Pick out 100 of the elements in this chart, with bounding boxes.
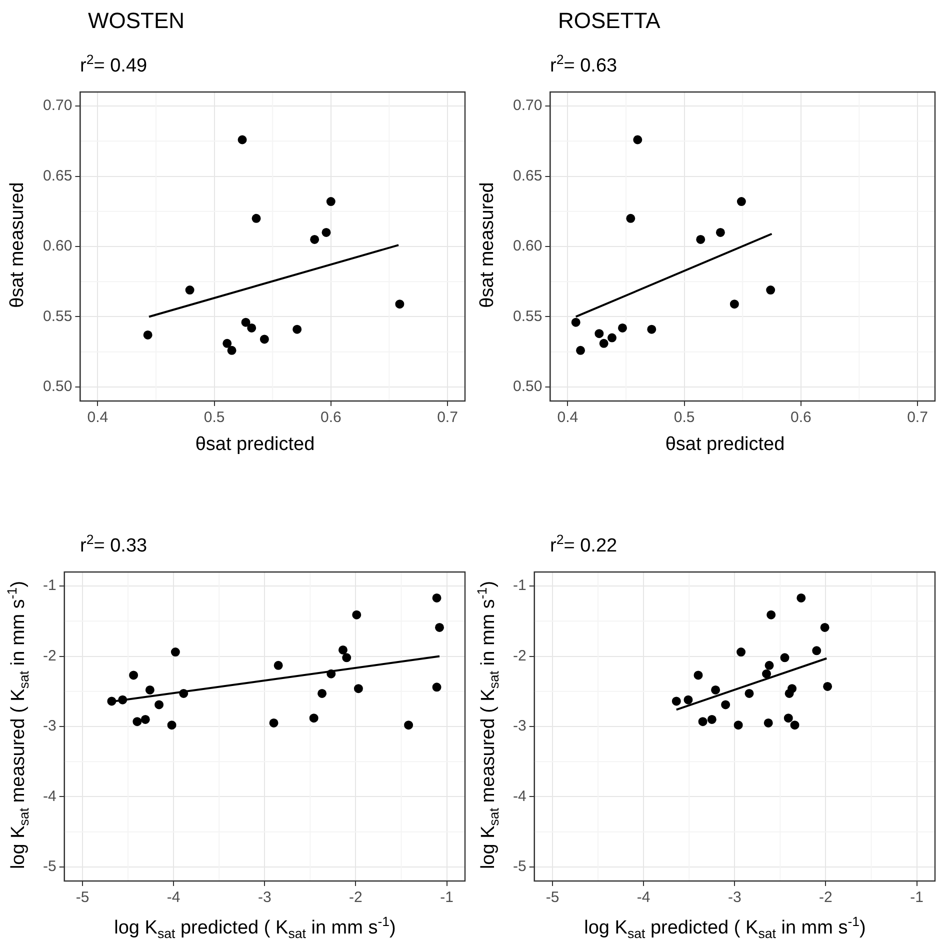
- chart-title: WOSTEN: [88, 8, 185, 34]
- point: [571, 318, 580, 327]
- y-tick-label: 0.50: [512, 378, 542, 396]
- point: [736, 197, 746, 206]
- x-tick-label: 0.7: [907, 409, 928, 426]
- point: [696, 234, 706, 244]
- point: [766, 610, 776, 620]
- x-tick-label: -4: [166, 889, 180, 906]
- x-tick-label: -1: [910, 889, 924, 906]
- point: [132, 717, 142, 726]
- x-tick-label: 0.5: [204, 409, 225, 426]
- chart-subtitle: r$^{2}$= 0.63: [550, 52, 618, 78]
- point: [734, 720, 743, 730]
- point: [435, 622, 444, 632]
- point: [395, 300, 404, 309]
- y-tick-label: 0.65: [512, 167, 542, 184]
- point: [736, 648, 746, 657]
- chart-subtitle: r$^{2}$= 0.22: [550, 532, 618, 558]
- point: [576, 346, 586, 355]
- point: [140, 714, 150, 724]
- point: [721, 700, 730, 710]
- y-tick-label: 0.55: [42, 308, 72, 325]
- point: [784, 688, 794, 698]
- point: [143, 330, 152, 340]
- point: [730, 300, 739, 309]
- point: [790, 720, 800, 730]
- x-tick-label: 0.4: [557, 409, 578, 426]
- point: [241, 318, 250, 327]
- x-tick-label: -4: [636, 889, 650, 906]
- point: [170, 648, 180, 657]
- x-tick-label: -2: [819, 889, 832, 906]
- x-tick-label: -2: [349, 889, 362, 906]
- y-axis-title: θsat measured: [7, 182, 29, 308]
- point: [780, 653, 790, 662]
- point: [309, 714, 318, 723]
- point: [274, 660, 283, 670]
- x-axis-title: log K$_{sat}$ predicted ( K$_{sat}$ in mm s$^{-1}$): [113, 914, 397, 942]
- x-tick-label: -5: [546, 889, 560, 906]
- point: [707, 714, 716, 724]
- point: [594, 329, 604, 338]
- x-tick-label: 0.4: [87, 409, 108, 426]
- y-tick-label: 0.70: [512, 97, 542, 114]
- point: [252, 214, 261, 223]
- y-tick-label: -4: [512, 788, 526, 805]
- y-tick-label: -4: [42, 788, 56, 805]
- chart-title: ROSETTA: [558, 8, 660, 34]
- point: [354, 684, 363, 694]
- point: [154, 700, 164, 710]
- x-axis-title: θsat predicted: [194, 434, 316, 456]
- x-tick-label: -3: [258, 889, 272, 906]
- point: [716, 228, 725, 237]
- point: [672, 696, 681, 706]
- point: [812, 646, 822, 656]
- point: [618, 323, 627, 332]
- y-tick-label: -2: [42, 647, 56, 664]
- point: [326, 197, 336, 206]
- x-tick-label: 0.7: [437, 409, 458, 426]
- point: [764, 718, 773, 728]
- point: [227, 346, 236, 355]
- point: [352, 610, 362, 620]
- x-tick-label: -3: [728, 889, 742, 906]
- y-tick-label: 0.60: [512, 238, 542, 255]
- y-tick-label: -2: [512, 647, 526, 664]
- y-tick-label: -3: [42, 718, 56, 735]
- point: [820, 622, 830, 632]
- point: [342, 653, 352, 662]
- point: [607, 333, 616, 342]
- y-tick-label: 0.50: [42, 378, 72, 396]
- x-axis-title: θsat predicted: [664, 434, 786, 456]
- point: [432, 593, 442, 602]
- point: [167, 720, 176, 730]
- point: [744, 688, 754, 698]
- point: [338, 645, 348, 654]
- point: [647, 324, 656, 334]
- point: [260, 334, 269, 344]
- point: [310, 234, 320, 244]
- y-tick-label: -5: [512, 858, 526, 876]
- point: [694, 670, 703, 680]
- y-tick-label: 0.70: [42, 97, 72, 114]
- point: [796, 593, 806, 602]
- point: [766, 286, 776, 295]
- point: [784, 714, 793, 723]
- point: [185, 286, 194, 295]
- x-tick-label: -5: [76, 889, 90, 906]
- point: [247, 323, 256, 332]
- y-axis-title: θsat measured: [477, 182, 499, 308]
- point: [129, 670, 138, 680]
- point: [762, 669, 772, 678]
- y-tick-label: -3: [512, 718, 526, 735]
- point: [633, 135, 642, 144]
- point: [698, 717, 708, 726]
- y-tick-label: -1: [512, 577, 526, 594]
- point: [292, 324, 302, 334]
- point: [404, 720, 414, 730]
- y-tick-label: -1: [42, 577, 56, 594]
- point: [145, 685, 154, 694]
- point: [432, 682, 442, 692]
- point: [599, 338, 608, 348]
- chart-subtitle: r$^{2}$= 0.49: [80, 52, 148, 78]
- point: [823, 682, 832, 691]
